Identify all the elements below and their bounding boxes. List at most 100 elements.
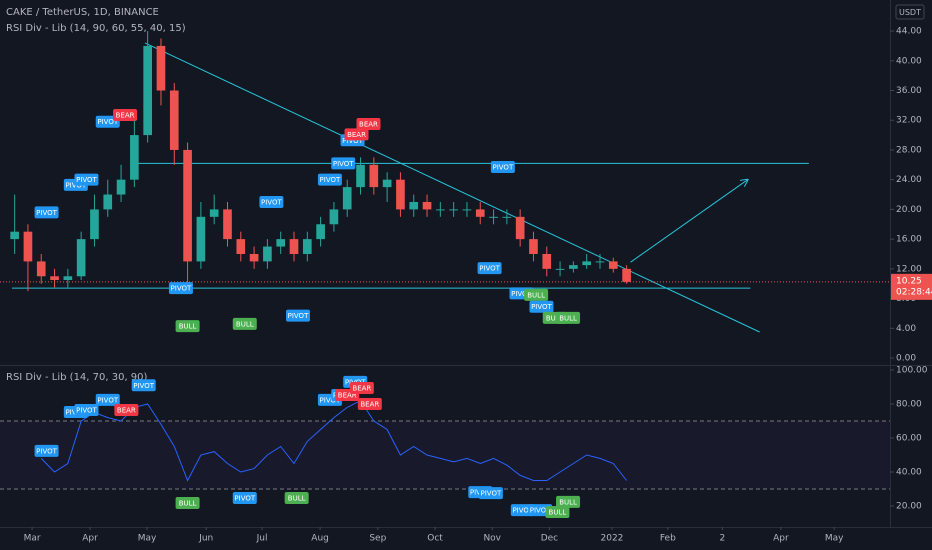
candle-body	[302, 239, 312, 254]
y-tick-label: 36.00	[896, 86, 922, 96]
candle-body	[90, 209, 99, 240]
x-tick-label: Sep	[369, 534, 386, 544]
x-tick-label: 2	[720, 534, 726, 544]
candle-body	[608, 261, 618, 269]
signal-label-box	[556, 495, 581, 508]
indicator-title: RSI Div - Lib (14, 90, 60, 55, 40, 15)	[6, 23, 186, 34]
last-price-box	[891, 273, 932, 300]
signal-label-box	[168, 282, 193, 295]
candle-body	[249, 253, 259, 262]
rsi-y-tick-label: 80.00	[896, 399, 922, 409]
candle-body	[50, 276, 59, 280]
signal-label: BULL	[179, 323, 197, 331]
currency-label: USDT	[899, 8, 921, 17]
y-tick-label: 24.00	[896, 175, 922, 185]
signal-label-box	[232, 317, 257, 330]
candle-body	[369, 164, 379, 188]
candle-body	[329, 209, 339, 225]
signal-label-box	[331, 157, 356, 170]
candle-body	[489, 216, 498, 218]
candle-body	[209, 209, 219, 217]
candle-body	[156, 45, 166, 91]
y-tick-label: 16.00	[896, 235, 922, 245]
candle-body	[130, 135, 139, 180]
candle-body	[569, 265, 578, 269]
x-tick-label: Oct	[427, 534, 443, 544]
signal-label: PIVOT	[97, 396, 118, 404]
signal-label: PIVOT	[530, 507, 551, 515]
signal-label-box	[556, 311, 581, 324]
candle-body	[515, 216, 525, 240]
signal-label: BULL	[549, 508, 567, 516]
signal-label: PIVOT	[320, 396, 341, 404]
signal-label: PIVOT	[320, 176, 341, 184]
signal-label-box	[356, 117, 381, 130]
y-tick-label: 40.00	[896, 56, 922, 66]
signal-label-box	[232, 492, 257, 505]
rsi-y-tick-label: 20.00	[896, 502, 922, 512]
signal-label: BEAR	[360, 400, 379, 408]
signal-label: PIVOT	[479, 265, 500, 273]
signal-label-box	[131, 379, 156, 392]
y-tick-label: 44.00	[896, 27, 922, 37]
signal-label-box	[175, 320, 200, 333]
chart-title: CAKE / TetherUS, 1D, BINANCE	[6, 7, 159, 18]
x-tick-label: May	[825, 534, 844, 544]
signal-label: PIVOT	[171, 285, 192, 293]
signal-label-box	[545, 505, 570, 518]
rsi-y-tick-label: 100.00	[896, 365, 928, 375]
signal-label-box	[284, 492, 309, 505]
signal-label: BULL	[559, 314, 577, 322]
signal-label-box	[113, 109, 138, 122]
signal-label: BEAR	[359, 120, 378, 128]
y-tick-label: 20.00	[896, 205, 922, 215]
candle-body	[223, 209, 232, 240]
signal-label-box	[175, 496, 200, 509]
signal-label-box	[285, 309, 310, 322]
x-tick-label: Nov	[483, 534, 501, 544]
rsi-line	[40, 399, 627, 482]
signal-label: PIVOT	[76, 176, 97, 184]
rsi-title: RSI Div - Lib (14, 70, 30, 90)	[6, 372, 148, 383]
candle-body	[23, 231, 33, 262]
signal-label: BULL	[546, 314, 564, 322]
candle-body	[143, 45, 152, 136]
signal-label: BULL	[288, 495, 306, 503]
x-tick-label: May	[138, 534, 157, 544]
signal-label: BULL	[179, 499, 197, 507]
signal-label-box	[344, 128, 369, 141]
signal-label-box	[95, 393, 120, 406]
signal-label: PIVOT	[234, 495, 255, 503]
signal-label-box	[317, 173, 342, 186]
candle-body	[582, 261, 592, 266]
candle-body	[542, 253, 552, 269]
signal-label: PIVOT	[512, 507, 533, 515]
signal-label: PIVOT	[492, 164, 513, 172]
signal-label: BULL	[236, 320, 254, 328]
currency-button[interactable]	[895, 4, 925, 20]
candle-body	[502, 216, 512, 218]
candle-body	[236, 239, 246, 254]
x-tick-label: Aug	[311, 534, 329, 544]
candle-body	[10, 231, 19, 240]
candle-body	[276, 239, 286, 247]
candle-body	[422, 201, 432, 210]
y-tick-label: 12.00	[896, 264, 922, 274]
x-tick-label: 2022	[601, 534, 624, 544]
x-tick-label: Jun	[198, 534, 213, 544]
signal-label-box	[524, 288, 549, 301]
y-tick-label: 0.00	[896, 354, 916, 364]
candle-body	[263, 246, 272, 262]
signal-label: PIVOT	[511, 290, 532, 298]
signal-label: PIVOT	[76, 406, 97, 414]
candle-body	[436, 209, 445, 211]
signal-label: PIVOT	[97, 118, 118, 126]
signal-label: PIVOT	[288, 312, 309, 320]
candle-body	[103, 194, 113, 210]
signal-label: BEAR	[117, 406, 136, 414]
signal-label-box	[357, 397, 382, 410]
signal-label: PIVOT	[36, 209, 57, 217]
signal-label: PIVOT	[133, 382, 154, 390]
candle-body	[342, 187, 352, 210]
x-tick-label: Jul	[256, 534, 268, 544]
